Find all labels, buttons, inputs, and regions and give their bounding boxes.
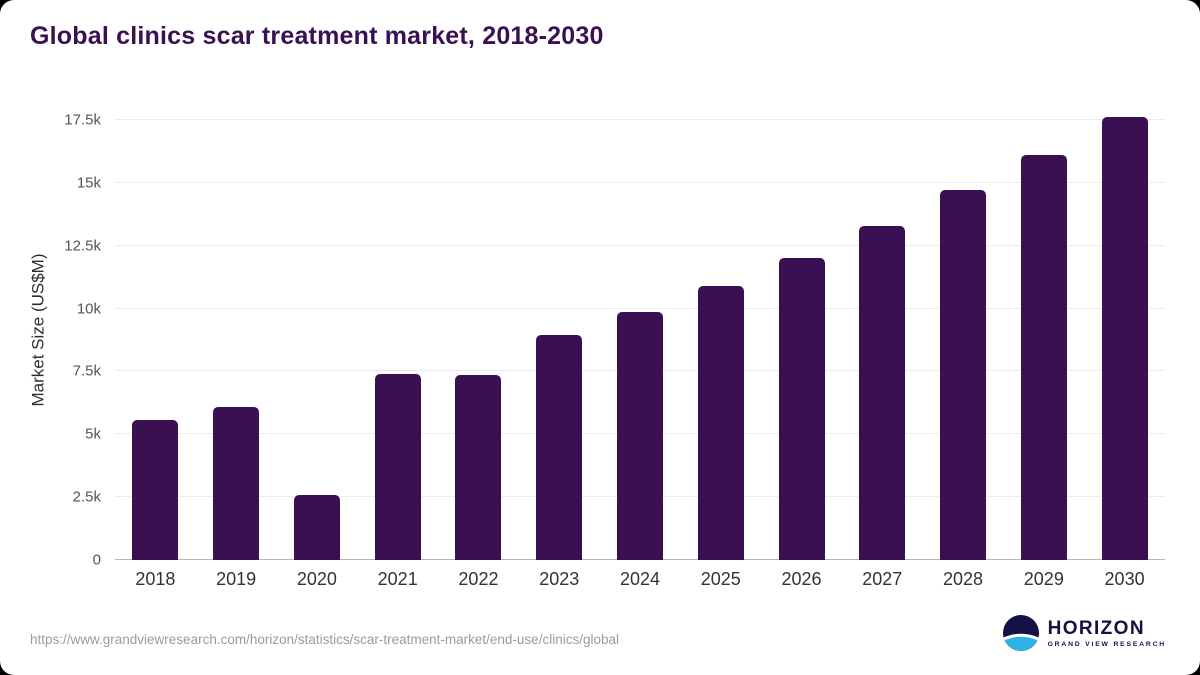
x-axis-labels: 2018 2019 2020 2021 2022 2023 2024 2025 2026 2027… [115, 569, 1165, 590]
bar-slot [680, 286, 761, 560]
grid-line [115, 119, 1165, 120]
source-url: https://www.grandviewresearch.com/horizo… [30, 632, 619, 647]
bar-2019 [213, 407, 260, 560]
logo-subtitle: GRAND VIEW RESEARCH [1047, 640, 1166, 648]
bar-2021 [374, 374, 421, 560]
x-tick-label: 2023 [539, 569, 580, 589]
y-tick-label: 10k [76, 300, 101, 318]
bars-container [115, 100, 1165, 560]
bar-slot [761, 258, 842, 560]
bar-slot [1084, 117, 1165, 560]
logo-text: HORIZON GRAND VIEW RESEARCH [1048, 619, 1166, 648]
bar-2029 [1020, 155, 1067, 560]
bar-slot [923, 190, 1004, 560]
bar-2020 [293, 495, 340, 560]
y-tick-label: 12.5k [64, 237, 101, 255]
y-tick-label: 5k [85, 425, 101, 443]
bar-2030 [1101, 117, 1148, 560]
bar-slot [600, 312, 681, 560]
bar-2026 [778, 258, 825, 560]
bar-2025 [697, 286, 744, 560]
x-tick-label: 2019 [216, 569, 257, 589]
y-tick-label: 15k [76, 174, 101, 192]
grid-line [115, 182, 1165, 183]
x-tick-label: 2026 [781, 569, 822, 589]
bar-slot [277, 495, 358, 560]
bar-slot [196, 407, 277, 560]
bar-slot [1003, 155, 1084, 560]
x-tick-label: 2030 [1104, 569, 1145, 589]
horizon-logo-icon [1002, 615, 1039, 651]
logo-name: HORIZON [1047, 617, 1145, 639]
x-tick-label: 2027 [862, 569, 903, 589]
bar-2023 [536, 335, 583, 560]
bar-slot [842, 226, 923, 560]
bar-slot [519, 335, 600, 560]
plot-area: Market Size (US$M) 0 2.5k 5k 7.5k 10k 12.5k 15… [29, 100, 1165, 569]
y-tick-label: 7.5k [72, 362, 101, 380]
y-tick-label: 0 [92, 551, 101, 569]
grid-line [115, 308, 1165, 309]
x-tick-label: 2024 [619, 569, 660, 589]
bar-2027 [859, 226, 906, 560]
y-axis-title: Market Size (US$M) [19, 100, 59, 560]
y-axis-title-text: Market Size (US$M) [29, 253, 48, 407]
bar-2024 [616, 312, 663, 560]
bar-slot [115, 420, 196, 560]
x-tick-label: 2022 [458, 569, 499, 589]
chart-title: Global clinics scar treatment market, 20… [30, 22, 604, 50]
x-tick-label: 2025 [700, 569, 741, 589]
x-tick-label: 2020 [296, 569, 337, 589]
brand-logo: HORIZON GRAND VIEW RESEARCH [1002, 615, 1166, 651]
grid-line [115, 245, 1165, 246]
y-tick-label: 17.5k [64, 111, 101, 129]
x-tick-label: 2028 [943, 569, 984, 589]
x-tick-label: 2021 [377, 569, 418, 589]
bar-2028 [940, 190, 987, 560]
y-tick-label: 2.5k [72, 488, 101, 506]
bar-2022 [455, 375, 502, 560]
x-tick-label: 2029 [1023, 569, 1064, 589]
bar-2018 [132, 420, 179, 560]
bar-slot [438, 375, 519, 560]
bar-slot [357, 374, 438, 560]
x-tick-label: 2018 [135, 569, 176, 589]
